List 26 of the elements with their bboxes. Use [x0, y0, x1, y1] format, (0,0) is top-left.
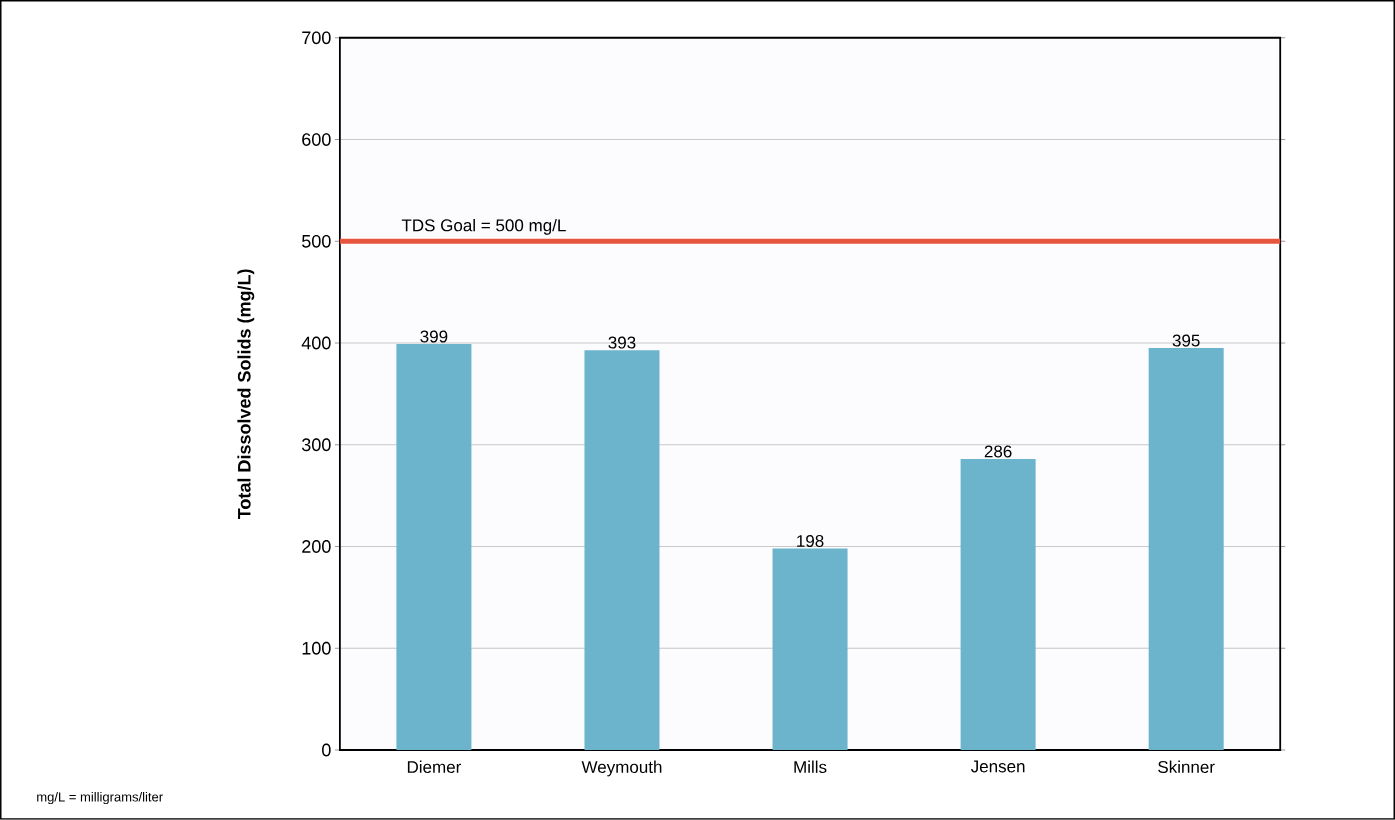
y-tick-label: 500	[302, 234, 331, 248]
y-tick-label: 0	[322, 743, 331, 757]
data-label: 399	[420, 330, 448, 343]
bar	[960, 459, 1036, 751]
y-tick-label: 100	[302, 641, 331, 655]
ref-line-label: TDS Goal = 500 mg/L	[401, 218, 566, 235]
y-tick-label: 400	[301, 336, 331, 350]
y-axis-title: Total Dissolved Solids (mg/L)	[237, 269, 255, 520]
bar	[584, 350, 660, 751]
data-label: 286	[984, 445, 1012, 458]
bar	[772, 548, 848, 751]
x-tick-label: Mills	[794, 760, 827, 774]
data-label: 395	[1172, 334, 1200, 347]
x-tick-label: Weymouth	[581, 760, 662, 777]
y-tick-label: 600	[302, 133, 331, 146]
data-label: 198	[797, 535, 824, 548]
x-tick-label: Jensen	[970, 760, 1025, 773]
text: mg/L = milligrams/liter	[37, 792, 163, 805]
x-tick-label: Skinner	[1158, 760, 1215, 774]
y-tick-label: 200	[302, 540, 331, 553]
x-tick-label: Diemer	[407, 760, 462, 774]
data-label: 393	[608, 336, 636, 349]
bar	[396, 344, 472, 751]
y-tick-label: 300	[301, 438, 331, 452]
bar	[1148, 348, 1224, 751]
y-tick-label: 700	[302, 31, 331, 45]
